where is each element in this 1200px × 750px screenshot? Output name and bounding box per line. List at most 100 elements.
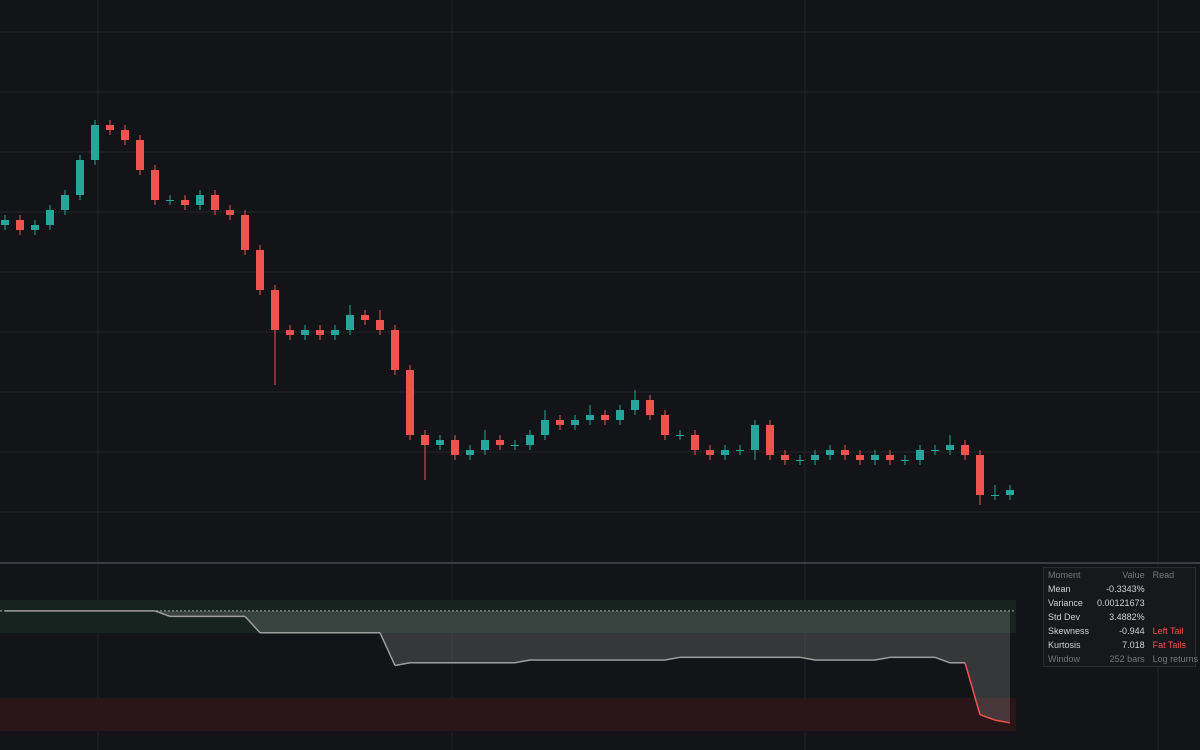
candle-body <box>136 140 144 170</box>
candle-body <box>706 450 714 455</box>
candle-body <box>571 420 579 425</box>
candle-body <box>511 445 519 446</box>
candle-body <box>976 455 984 495</box>
candle-body <box>916 450 924 460</box>
candle-body <box>1 220 9 225</box>
candle-body <box>496 440 504 445</box>
table-row: Window 252 bars Log returns <box>1044 652 1200 666</box>
candle-body <box>691 435 699 450</box>
indicator-segment <box>934 656 951 664</box>
header-cell: Read <box>1152 570 1175 580</box>
candle-body <box>856 455 864 460</box>
table-cell: 3.4882% <box>1109 612 1145 622</box>
indicator-segment <box>979 713 996 721</box>
candle-body <box>796 460 804 461</box>
candle-body <box>316 330 324 335</box>
candle-body <box>391 330 399 370</box>
candle-body <box>376 320 384 330</box>
table-cell: 252 bars <box>1109 654 1145 664</box>
table-row: Std Dev 3.4882% <box>1044 610 1200 624</box>
indicator-segment <box>244 615 261 634</box>
indicator-segment <box>799 656 816 661</box>
candle-body <box>451 440 459 455</box>
candle-body <box>931 450 939 451</box>
candle-body <box>181 200 189 205</box>
candle-body <box>226 210 234 215</box>
candle-body <box>526 435 534 445</box>
candle-body <box>556 420 564 425</box>
candle-body <box>31 225 39 230</box>
candle-body <box>961 445 969 455</box>
candle-body <box>436 440 444 445</box>
candle-body <box>331 330 339 335</box>
candle-body <box>541 420 549 435</box>
candle-body <box>76 160 84 195</box>
table-cell: Std Dev <box>1048 612 1081 622</box>
candle-body <box>46 210 54 225</box>
candle-body <box>661 415 669 435</box>
candle-body <box>721 450 729 455</box>
header-cell: Moment <box>1048 570 1081 580</box>
candle-body <box>616 410 624 420</box>
candle-body <box>241 215 249 250</box>
table-cell: Fat Tails <box>1152 640 1186 650</box>
candle-body <box>91 125 99 160</box>
candle-body <box>106 125 114 130</box>
indicator-segment <box>874 656 891 661</box>
candle-body <box>61 195 69 210</box>
table-row: Variance 0.00121673 <box>1044 596 1200 610</box>
table-row: Mean -0.3343% <box>1044 582 1200 596</box>
candle-body <box>781 455 789 460</box>
candle-body <box>766 425 774 455</box>
candle-body <box>256 250 264 290</box>
indicator-segment <box>664 656 681 661</box>
indicator <box>0 610 1016 724</box>
candle-body <box>901 460 909 461</box>
candle-body <box>586 415 594 420</box>
table-cell <box>1149 596 1200 610</box>
candle-body <box>991 495 999 496</box>
candle-body <box>826 450 834 455</box>
candle-body <box>676 435 684 436</box>
indicator-segment <box>394 662 411 667</box>
table-cell: -0.3343% <box>1106 584 1145 594</box>
candle-body <box>406 370 414 435</box>
header-cell: Value <box>1122 570 1145 580</box>
candle-body <box>481 440 489 450</box>
indicator-segment <box>994 719 1011 724</box>
indicator-area <box>5 610 1010 723</box>
table-cell <box>1149 582 1200 596</box>
candle-body <box>871 455 879 460</box>
indicator-segment <box>154 610 171 618</box>
candle-body <box>421 435 429 445</box>
candle-body <box>811 455 819 460</box>
candle-body <box>841 450 849 455</box>
table-row: Kurtosis 7.018 Fat Tails <box>1044 638 1200 652</box>
table-row: Skewness -0.944 Left Tail <box>1044 624 1200 638</box>
candle-body <box>271 290 279 330</box>
table-cell: Log returns <box>1152 654 1199 664</box>
table-cell: Skewness <box>1048 626 1090 636</box>
candle-body <box>736 450 744 451</box>
table-cell: 7.018 <box>1122 640 1145 650</box>
table-cell: Mean <box>1048 584 1071 594</box>
moments-table: Moment Value Read Mean -0.3343% Variance 0.… <box>1043 567 1198 667</box>
table: Moment Value Read Mean -0.3343% Variance 0.… <box>1044 568 1200 666</box>
candle-body <box>466 450 474 455</box>
candle-body <box>286 330 294 335</box>
indicator-segment <box>514 659 531 664</box>
header-row: Moment Value Read <box>1044 568 1200 582</box>
table-cell: Variance <box>1048 598 1083 608</box>
candle-body <box>601 415 609 420</box>
candle-body <box>946 445 954 450</box>
candle-body <box>1006 490 1014 495</box>
candle-body <box>151 170 159 200</box>
candle-body <box>211 195 219 210</box>
candles <box>1 120 1014 505</box>
table-cell: -0.944 <box>1119 626 1145 636</box>
candle-body <box>196 195 204 205</box>
candle-body <box>886 455 894 460</box>
candle-body <box>361 315 369 320</box>
